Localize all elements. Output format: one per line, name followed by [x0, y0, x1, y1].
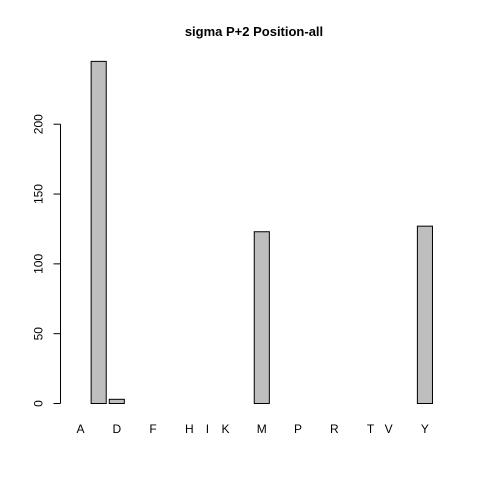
x-tick-label-D: D — [112, 422, 121, 436]
chart-title: sigma P+2 Position-all — [185, 24, 323, 39]
y-tick-label-150: 150 — [32, 184, 46, 204]
y-tick-label-100: 100 — [32, 254, 46, 274]
bar-M — [254, 232, 269, 404]
y-tick-label-0: 0 — [32, 400, 46, 407]
x-tick-label-Y: Y — [421, 422, 429, 436]
bar-C — [91, 61, 106, 403]
bar-D — [109, 399, 124, 403]
x-tick-label-P: P — [294, 422, 302, 436]
y-tick-label-200: 200 — [32, 114, 46, 134]
x-tick-label-V: V — [385, 422, 393, 436]
x-tick-label-K: K — [222, 422, 230, 436]
bars-layer — [91, 61, 432, 403]
x-tick-label-T: T — [367, 422, 375, 436]
x-tick-label-F: F — [149, 422, 156, 436]
bar-Y — [417, 226, 432, 403]
x-tick-label-I: I — [206, 422, 209, 436]
y-axis: 0 50 100 150 200 — [32, 114, 61, 407]
x-tick-label-A: A — [77, 422, 85, 436]
x-tick-label-M: M — [257, 422, 267, 436]
x-tick-label-R: R — [330, 422, 339, 436]
x-tick-label-H: H — [185, 422, 194, 436]
y-tick-label-50: 50 — [32, 327, 46, 341]
